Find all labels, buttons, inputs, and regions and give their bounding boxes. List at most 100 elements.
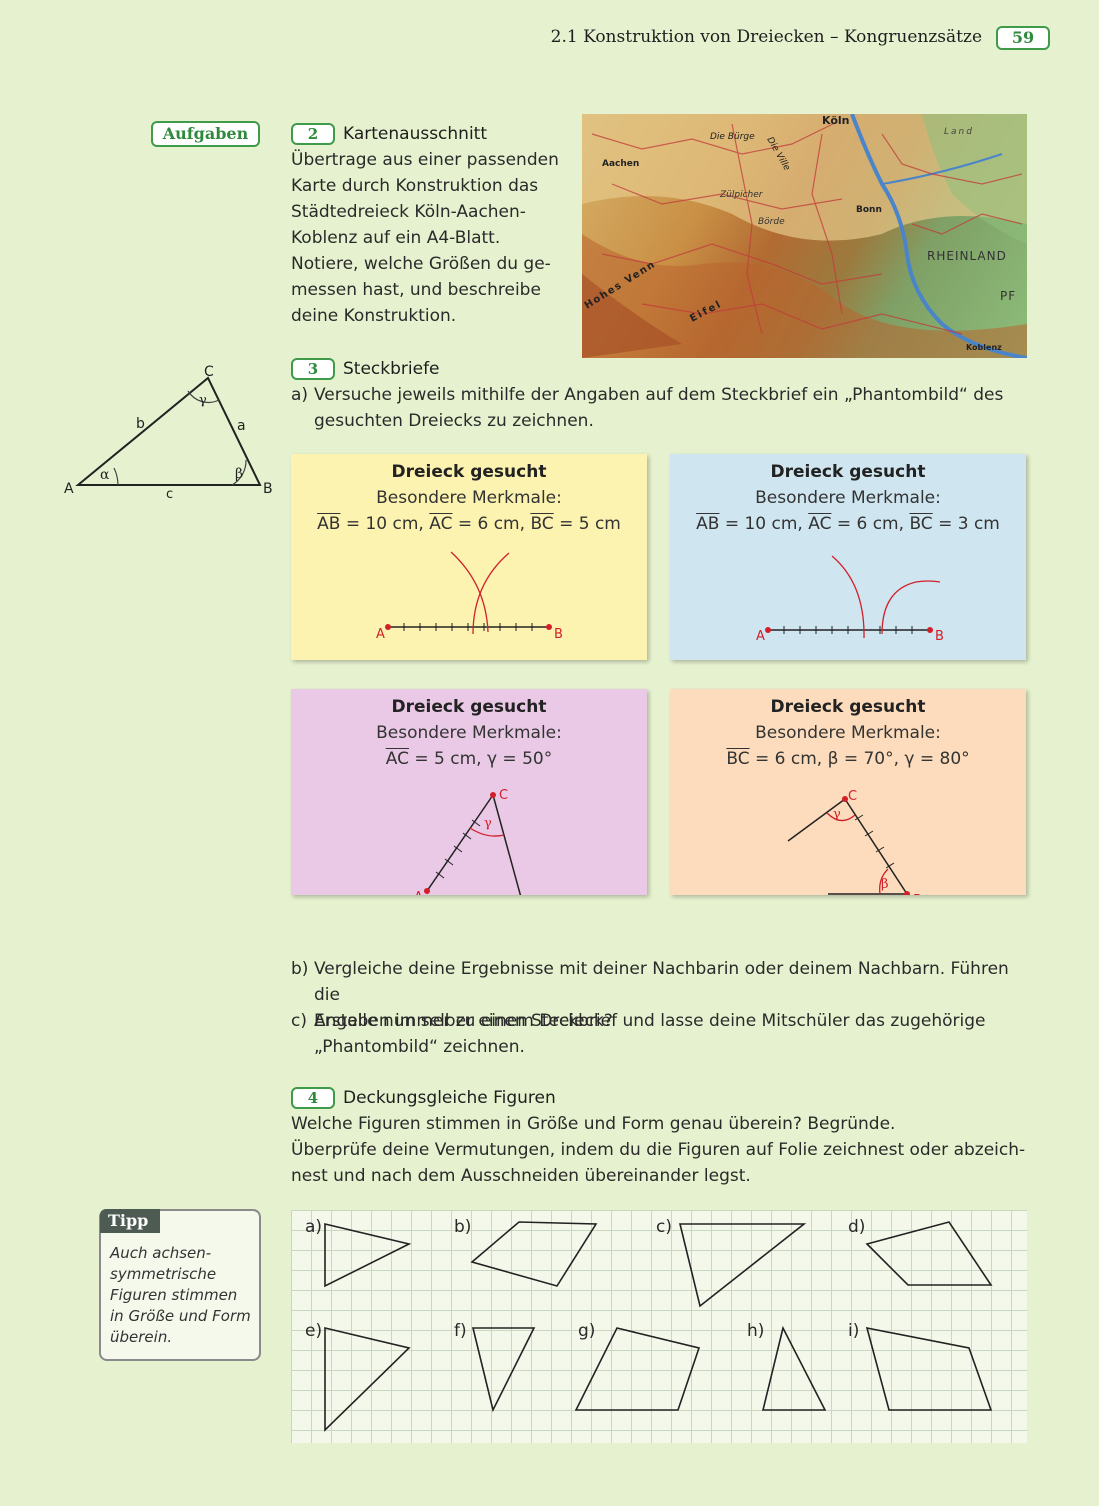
- map-label-zuelpicher: Zülpicher: [719, 190, 764, 200]
- task-2-line: messen hast, und beschreibe: [291, 280, 541, 300]
- task-title-4: Deckungsgleiche Figuren: [343, 1088, 556, 1108]
- vertex-label-c: C: [204, 364, 214, 380]
- figure-d-shape: [865, 1221, 993, 1286]
- item-line: Versuche jeweils mithilfe der Angaben au…: [314, 385, 1004, 405]
- task-2-line: Übertrage aus einer passenden: [291, 150, 559, 170]
- tipp-text: Auch achsen- symmetrische Figuren stimme…: [110, 1243, 256, 1348]
- side-label-b: b: [136, 416, 145, 432]
- tipp-line: symmetrische: [110, 1265, 217, 1283]
- topographic-map: Köln RHEINLAND Hohes Venn Eifel Die Vill…: [582, 114, 1027, 358]
- segment-value: = 5 cm: [553, 514, 621, 534]
- figure-label-d: d): [848, 1217, 866, 1237]
- segment-value: = 10 cm,: [719, 514, 809, 534]
- angle-label-beta: β: [881, 877, 889, 892]
- card-values: AC = 5 cm, γ = 50°: [291, 749, 647, 769]
- segment-value: = 6 cm,: [452, 514, 531, 534]
- task-2-line: deine Konstruktion.: [291, 306, 457, 326]
- figure-label-b: b): [454, 1217, 472, 1237]
- profile-card-1: Dreieck gesucht Besondere Merkmale: AB =…: [291, 454, 647, 660]
- profile-card-4: Dreieck gesucht Besondere Merkmale: BC =…: [670, 689, 1026, 895]
- figure-h-shape: [761, 1325, 827, 1411]
- segment-name: AB: [696, 514, 720, 534]
- running-header: 2.1 Konstruktion von Dreiecken – Kongrue…: [550, 27, 982, 47]
- segment-value: = 6 cm, β = 70°, γ = 80°: [749, 749, 970, 769]
- point-label-a: A: [376, 627, 385, 642]
- task-2-line: Karte durch Konstruktion das: [291, 176, 539, 196]
- card-subtitle: Besondere Merkmale:: [376, 488, 562, 508]
- card-subtitle: Besondere Merkmale:: [755, 488, 941, 508]
- map-label-koblenz: Koblenz: [966, 343, 1002, 352]
- task-2-line: Koblenz auf ein A4-Blatt.: [291, 228, 501, 248]
- figure-c-shape: [678, 1223, 807, 1308]
- segment-name: AB: [317, 514, 341, 534]
- point-label-b: B: [913, 893, 922, 895]
- segment-name: BC: [530, 514, 554, 534]
- map-label-bonn: Bonn: [856, 205, 882, 215]
- item-line: „Phantombild“ zeichnen.: [314, 1037, 525, 1057]
- task-4-line: nest und nach dem Ausschneiden übereinan…: [291, 1166, 751, 1186]
- task-title-2: Kartenausschnitt: [343, 124, 488, 144]
- item-line: Erstelle nun selber einen Steckbrief und…: [314, 1011, 986, 1031]
- construction-sketch: A B: [376, 551, 563, 642]
- map-label-land: Land: [944, 127, 974, 137]
- map-label-die-buerge: Die Bürge: [710, 132, 755, 142]
- card-title: Dreieck gesucht: [770, 697, 926, 717]
- point-label-b: B: [554, 627, 563, 642]
- profile-card-2: Dreieck gesucht Besondere Merkmale: AB =…: [670, 454, 1026, 660]
- item-line: Angaben immer zu einem Dreieck?: [314, 1011, 613, 1031]
- item-text: Erstelle nun selber einen Steckbrief und…: [314, 1008, 986, 1060]
- side-label-a: a: [237, 418, 246, 434]
- segment-value: = 10 cm,: [340, 514, 430, 534]
- angle-label-beta: β: [235, 466, 243, 482]
- figure-label-e: e): [305, 1321, 323, 1341]
- section-label-aufgaben: Aufgaben: [151, 121, 260, 147]
- figure-label-f: f): [454, 1321, 467, 1341]
- profile-card-3: Dreieck gesucht Besondere Merkmale: AC =…: [291, 689, 647, 895]
- card-title: Dreieck gesucht: [391, 462, 547, 482]
- card-values: BC = 6 cm, β = 70°, γ = 80°: [670, 749, 1026, 769]
- card-values: AB = 10 cm, AC = 6 cm, BC = 3 cm: [670, 514, 1026, 534]
- segment-name: BC: [909, 514, 933, 534]
- segment-name: AC: [429, 514, 453, 534]
- figures-graphic: [324, 1221, 993, 1432]
- map-label-koeln: Köln: [822, 114, 850, 127]
- figure-label-i: i): [848, 1321, 860, 1341]
- figure-b-shape: [470, 1221, 598, 1287]
- angle-label-gamma: γ: [199, 393, 207, 408]
- map-label-pf: PF: [1000, 289, 1016, 303]
- figure-label-a: a): [305, 1217, 323, 1237]
- figure-label-g: g): [578, 1321, 596, 1341]
- segment-value: = 6 cm,: [831, 514, 910, 534]
- item-line: gesuchten Dreiecks zu zeichnen.: [314, 411, 594, 431]
- figure-a-shape: [324, 1222, 412, 1288]
- figure-i-shape: [865, 1326, 993, 1411]
- vertex-label-b: B: [263, 481, 273, 497]
- task-number-3: 3: [291, 358, 335, 380]
- task-2-text: Übertrage aus einer passenden Karte durc…: [291, 147, 571, 329]
- tipp-line: in Größe und Form: [110, 1307, 251, 1325]
- map-label-aachen: Aachen: [602, 159, 639, 169]
- task-2-line: Notiere, welche Größen du ge-: [291, 254, 551, 274]
- construction-sketch: A C γ: [414, 788, 522, 895]
- map-graphic: Köln RHEINLAND Hohes Venn Eifel Die Vill…: [582, 114, 1027, 358]
- point-label-b: B: [935, 629, 944, 644]
- vertex-label-a: A: [64, 481, 74, 497]
- angle-label-gamma: γ: [484, 816, 492, 831]
- point-label-a: A: [756, 629, 765, 644]
- task-4-line: Überprüfe deine Vermutungen, indem du di…: [291, 1140, 1026, 1160]
- point-label-c: C: [848, 789, 857, 804]
- tipp-line: Figuren stimmen: [110, 1286, 238, 1304]
- figure-f-shape: [471, 1327, 536, 1413]
- card-subtitle: Besondere Merkmale:: [376, 723, 562, 743]
- tipp-line: überein.: [110, 1328, 173, 1346]
- point-label-a: A: [414, 890, 423, 895]
- segment-value: = 3 cm: [932, 514, 1000, 534]
- item-text: Vergleiche deine Ergebnisse mit deiner N…: [314, 956, 1031, 1034]
- figure-e-shape: [324, 1326, 411, 1432]
- tipp-line: Auch achsen-: [110, 1244, 212, 1262]
- task-title-3: Steckbriefe: [343, 359, 440, 379]
- segment-name: BC: [726, 749, 750, 769]
- task-number-4: 4: [291, 1087, 335, 1109]
- tipp-label: Tipp: [100, 1209, 160, 1233]
- map-label-rheinland: RHEINLAND: [927, 249, 1007, 263]
